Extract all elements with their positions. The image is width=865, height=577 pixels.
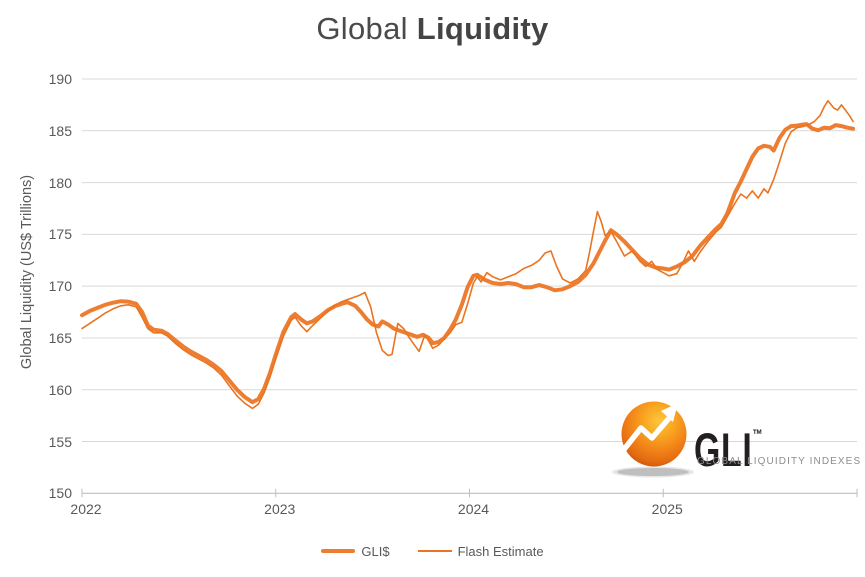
- gli-series-line: [80, 122, 856, 405]
- legend-line-swatch: [321, 548, 356, 554]
- gli-logo-ball-icon: [612, 401, 694, 478]
- y-tick-label: 170: [48, 278, 72, 295]
- x-tick-label: 2023: [264, 501, 296, 517]
- y-tick-label: 165: [48, 329, 72, 346]
- y-tick-label: 150: [48, 485, 72, 502]
- chart-title-bold: Liquidity: [416, 11, 549, 46]
- logo-arrow-head: [661, 403, 678, 422]
- legend-label: GLI$: [361, 543, 390, 559]
- trademark-symbol: ™: [752, 426, 763, 442]
- legend-item-flash-estimate: Flash Estimate: [417, 543, 544, 559]
- x-tick-label: 2025: [651, 501, 683, 517]
- logo-arrow-zigzag: [619, 414, 673, 455]
- x-tick-label: 2024: [457, 501, 490, 517]
- legend-line-swatch: [417, 550, 452, 552]
- y-tick-label: 155: [48, 433, 72, 450]
- y-tick-label: 185: [48, 122, 72, 139]
- gli-logo-subtext: GLOBAL LIQUIDITY INDEXES: [697, 456, 862, 467]
- legend-item-gli: GLI$: [321, 543, 390, 559]
- chart-title-regular: Global: [316, 11, 408, 46]
- flash-estimate-series-line: [81, 100, 854, 410]
- legend-label: Flash Estimate: [457, 543, 544, 559]
- x-tick-label: 2022: [70, 501, 102, 517]
- y-tick-label: 175: [48, 226, 72, 243]
- legend: GLI$ Flash Estimate: [0, 541, 865, 561]
- chart-title: Global Liquidity: [0, 11, 865, 47]
- gli-logo-text: GLI™: [694, 423, 763, 476]
- y-tick-label: 160: [48, 381, 72, 398]
- y-tick-label: 180: [48, 174, 72, 191]
- y-tick-label: 190: [48, 71, 72, 87]
